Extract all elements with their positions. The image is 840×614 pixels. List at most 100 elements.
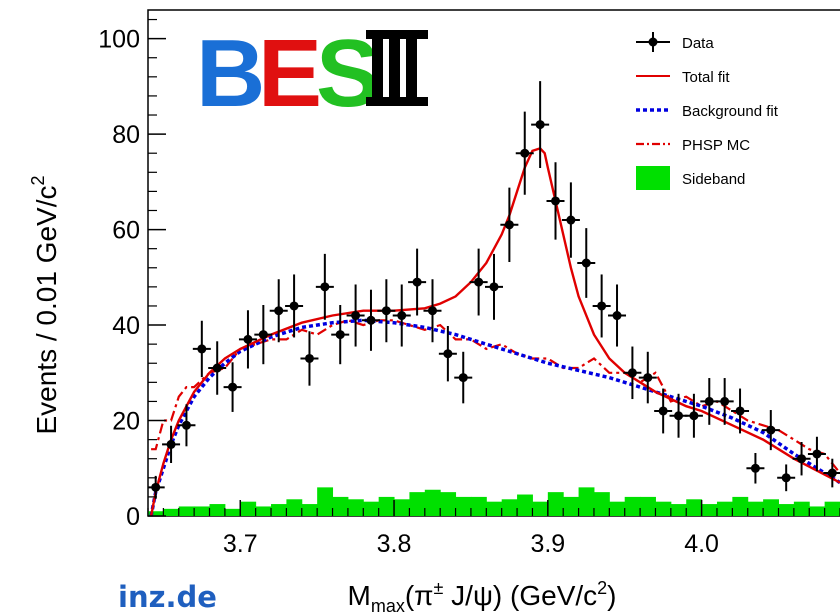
data-point: [746, 452, 765, 484]
data-marker: [458, 373, 468, 383]
data-point: [392, 284, 411, 347]
data-marker: [166, 439, 176, 449]
data-point: [531, 81, 550, 169]
data-marker: [750, 463, 760, 473]
data-point: [208, 341, 227, 395]
data-point: [192, 320, 211, 378]
data-marker: [304, 353, 314, 363]
data-marker: [228, 382, 238, 392]
data-point: [377, 279, 396, 343]
legend: Data Total fit Background fit PHSP MC Sideba…: [636, 32, 779, 190]
data-point: [162, 425, 181, 464]
sideband-bar: [517, 494, 533, 516]
sideband-bar: [163, 508, 180, 516]
x-tick-label: 3.8: [377, 530, 412, 558]
data-marker: [427, 306, 437, 316]
data-point: [254, 305, 273, 365]
y-tick-label: 20: [112, 408, 140, 436]
sideband-bar: [178, 506, 195, 516]
logo-letter-e: E: [258, 20, 322, 127]
data-point: [823, 458, 840, 488]
sideband-bar: [563, 496, 580, 516]
data-point: [715, 378, 734, 425]
data-marker: [674, 411, 684, 421]
sideband-histogram: [148, 487, 840, 516]
data-marker: [274, 306, 284, 316]
sideband-bar: [763, 499, 779, 516]
sideband-bar: [363, 501, 380, 516]
data-marker: [812, 449, 822, 459]
y-axis-title: Events / 0.01 GeV/c2: [28, 175, 62, 434]
data-point: [577, 228, 596, 298]
data-marker: [351, 311, 361, 321]
data-marker: [827, 468, 837, 478]
x-axis-title: Mmax(π± J/ψ) (GeV/c2): [348, 578, 617, 614]
sideband-bar: [394, 499, 410, 516]
legend-swatch-data-marker: [648, 37, 658, 47]
data-point: [592, 274, 611, 338]
sideband-bar: [578, 487, 595, 516]
data-marker: [597, 301, 607, 311]
data-marker: [643, 373, 653, 383]
x-tick-label: 3.9: [530, 530, 565, 558]
data-point: [777, 464, 796, 492]
sideband-bar: [593, 492, 610, 516]
data-point: [792, 442, 811, 476]
sideband-bar: [317, 487, 334, 516]
sideband-bar: [224, 508, 241, 516]
sideband-bar: [194, 506, 211, 516]
sideband-bar: [716, 501, 733, 516]
data-point: [408, 248, 427, 316]
sideband-bar: [532, 501, 549, 516]
sideband-bar: [701, 504, 718, 516]
data-marker: [197, 344, 207, 354]
sideband-bar: [301, 504, 318, 516]
data-point: [700, 378, 719, 425]
sideband-bar: [378, 496, 395, 516]
sideband-bar: [332, 496, 349, 516]
data-point: [515, 111, 534, 195]
sideband-bar: [424, 489, 441, 516]
data-point: [654, 388, 673, 434]
data-point: [346, 284, 365, 347]
sideband-bar: [655, 501, 672, 516]
y-tick-label: 0: [126, 503, 140, 531]
total-fit-curve: [149, 147, 840, 516]
sideband-bar: [440, 492, 457, 516]
data-point: [608, 284, 627, 347]
data-points: [148, 81, 840, 499]
data-marker: [658, 406, 668, 416]
data-point: [223, 362, 242, 412]
y-tick-label: 60: [112, 217, 140, 245]
legend-label: Background fit: [682, 103, 779, 120]
data-marker: [212, 363, 222, 373]
logo-roman-three: III: [366, 30, 428, 106]
data-point: [500, 187, 519, 263]
data-marker: [381, 306, 391, 316]
background-fit-curve: [149, 318, 840, 516]
sideband-bar: [209, 504, 226, 516]
x-tick-label: 3.7: [223, 530, 258, 558]
background-fit-line: [149, 318, 840, 516]
sideband-bar: [409, 492, 426, 516]
legend-swatch-sideband: [636, 166, 670, 190]
data-marker: [243, 334, 253, 344]
data-marker: [781, 473, 791, 483]
logo-bar-bottom: [366, 97, 428, 106]
data-point: [469, 248, 488, 316]
data-marker: [566, 215, 576, 225]
logo-bar-vertical: [389, 39, 400, 97]
sideband-bar: [470, 496, 487, 516]
y-tick-label: 80: [112, 121, 140, 149]
watermark-text: inz.de: [118, 580, 217, 614]
sideband-bar: [670, 504, 687, 516]
data-marker: [489, 282, 499, 292]
data-point: [285, 274, 304, 338]
logo-bar-top: [366, 30, 428, 39]
data-point: [623, 346, 642, 400]
data-point: [731, 388, 750, 434]
legend-item: PHSP MC: [636, 137, 750, 154]
data-marker: [366, 315, 376, 325]
sideband-bar: [255, 506, 272, 516]
